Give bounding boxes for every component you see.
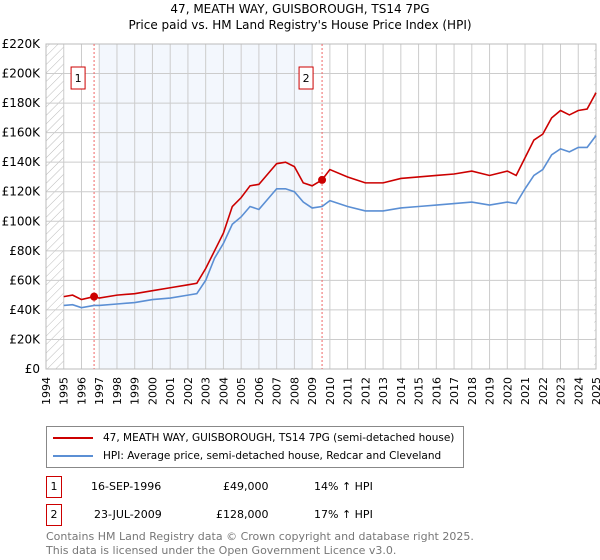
plot-border [45, 43, 597, 370]
date: 16-SEP-1996 [91, 480, 162, 493]
hpi-diff: 14% ↑ HPI [314, 480, 373, 493]
y-tick-label: £160K [2, 126, 42, 140]
y-tick-label: £220K [2, 37, 42, 51]
price: £128,000 [216, 508, 269, 521]
legend-label: HPI: Average price, semi-detached house,… [103, 449, 442, 462]
property-price-line [63, 92, 597, 301]
y-tick-label: £40K [9, 303, 41, 317]
hatched-region [46, 44, 64, 369]
x-tick-label: 2023 [555, 377, 568, 405]
sale-marker-box [298, 66, 314, 90]
x-tick-label: 1996 [75, 377, 88, 405]
x-tick-label: 1994 [40, 377, 53, 405]
x-tick-label: 2003 [200, 377, 213, 405]
x-tick-label: 2013 [377, 377, 390, 405]
y-tick-label: £20K [9, 332, 41, 346]
legend-item-property: 47, MEATH WAY, GUISBOROUGH, TS14 7PG (se… [53, 429, 454, 447]
x-tick-label: 1997 [93, 377, 106, 405]
x-tick-label: 2000 [146, 377, 159, 405]
y-tick-label: £180K [2, 96, 42, 110]
x-tick-label: 2004 [217, 377, 230, 405]
x-tick-label: 2009 [306, 377, 319, 405]
transaction-row: 1 16-SEP-1996 £49,000 14% ↑ HPI [46, 476, 446, 498]
x-tick-label: 2019 [484, 377, 497, 405]
legend-label: 47, MEATH WAY, GUISBOROUGH, TS14 7PG (se… [103, 431, 455, 444]
y-tick-label: £200K [2, 67, 42, 81]
legend: 47, MEATH WAY, GUISBOROUGH, TS14 7PG (se… [46, 426, 464, 468]
x-tick-label: 2007 [271, 377, 284, 405]
legend-item-hpi: HPI: Average price, semi-detached house,… [53, 447, 441, 465]
y-tick-label: £0 [25, 362, 40, 376]
x-tick-label: 2010 [324, 377, 337, 405]
sale-point [90, 292, 99, 301]
marker-badge: 2 [46, 504, 62, 526]
x-tick-label: 1995 [58, 377, 71, 405]
x-tick-label: 2022 [537, 377, 550, 405]
x-tick-label: 2015 [413, 377, 426, 405]
x-tick-label: 2001 [164, 377, 177, 405]
sale-marker-label: 2 [303, 72, 310, 85]
y-tick-label: £140K [2, 155, 42, 169]
hpi-line [63, 135, 597, 309]
x-tick-label: 2016 [430, 377, 443, 405]
x-tick-label: 1998 [111, 377, 124, 405]
x-tick-label: 2025 [590, 377, 600, 405]
y-tick-label: £100K [2, 214, 42, 228]
y-tick-label: £60K [9, 273, 41, 287]
hatched-region [594, 44, 596, 369]
x-tick-label: 2024 [572, 377, 585, 405]
x-tick-label: 2014 [395, 377, 408, 405]
x-tick-label: 2011 [342, 377, 355, 405]
footer-line: This data is licensed under the Open Gov… [46, 544, 397, 557]
y-tick-label: £120K [2, 185, 42, 199]
x-tick-label: 2005 [235, 377, 248, 405]
sale-marker-box [70, 66, 86, 90]
x-tick-label: 1999 [129, 377, 142, 405]
x-tick-label: 2006 [253, 377, 266, 405]
marker-badge: 1 [46, 476, 62, 498]
x-tick-label: 2012 [359, 377, 372, 405]
x-tick-label: 2002 [182, 377, 195, 405]
plot-area: £0 £20K £40K £60K £80K £100K £120K £140K £160K £1… [2, 37, 600, 405]
sale-marker-label: 1 [75, 72, 82, 85]
y-tick-label: £80K [9, 244, 41, 258]
x-tick-label: 2017 [448, 377, 461, 405]
chart-subtitle: Price paid vs. HM Land Registry's House … [128, 18, 472, 32]
hpi-diff: 17% ↑ HPI [314, 508, 373, 521]
sale-point [318, 175, 327, 184]
x-tick-label: 2008 [288, 377, 301, 405]
price: £49,000 [223, 480, 269, 493]
date: 23-JUL-2009 [94, 508, 162, 521]
x-tick-label: 2021 [519, 377, 532, 405]
chart-title: 47, MEATH WAY, GUISBOROUGH, TS14 7PG [170, 2, 430, 16]
transaction-row: 2 23-JUL-2009 £128,000 17% ↑ HPI [46, 504, 446, 526]
x-tick-label: 2018 [466, 377, 479, 405]
footer-line: Contains HM Land Registry data © Crown c… [46, 530, 474, 543]
x-tick-label: 2020 [501, 377, 514, 405]
